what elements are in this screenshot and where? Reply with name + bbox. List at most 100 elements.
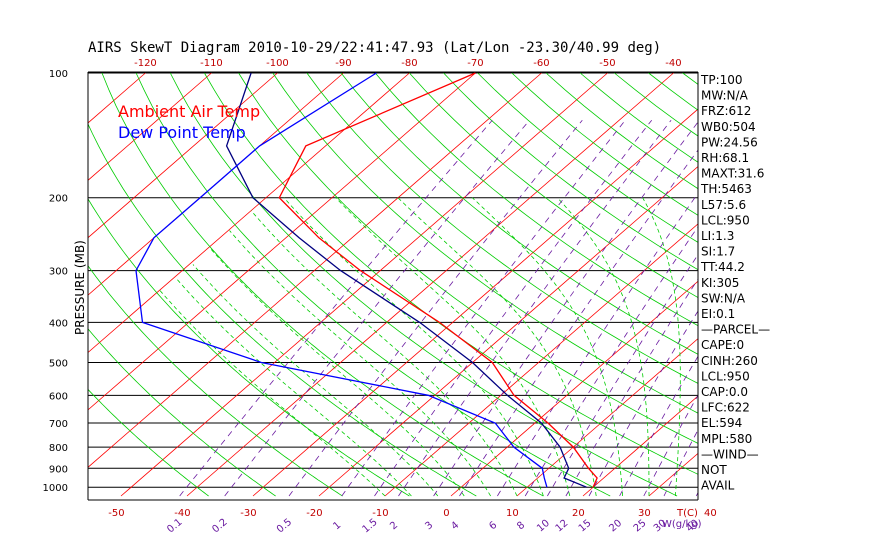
plot-frame <box>87 71 699 501</box>
pressure-tick-label: 400 <box>49 318 68 329</box>
mixing-ratio-tick-label: 15 <box>577 518 594 535</box>
isotherm--30 <box>252 108 698 497</box>
stat-line: PW:24.56 <box>701 135 758 149</box>
moist-adiabat-10 <box>250 210 518 497</box>
mixing-ratio-tick-label: 2 <box>388 520 400 533</box>
parcel-curve <box>225 72 587 488</box>
dry-adiabat-90 <box>374 72 698 327</box>
isotherm-30 <box>648 452 698 497</box>
mixing-ratio-line-0-1 <box>179 119 493 497</box>
stat-line: LI:1.3 <box>701 229 734 243</box>
mixing-ratio-line-10 <box>547 253 698 497</box>
mixing-ratio-tick-label: 0.1 <box>165 517 184 536</box>
y-axis-label: PRESSURE (MB) <box>73 240 87 335</box>
bottom-temp-axis: -50 -40 -30 -20 -10 0 10 20 30 40 <box>108 508 717 519</box>
mixing-ratio-line-1-5 <box>374 119 653 497</box>
stat-line: RH:68.1 <box>701 151 749 165</box>
stat-line: SW:N/A <box>701 291 746 305</box>
mixing-ratio-line-4 <box>459 149 698 497</box>
moist-adiabat-26 <box>472 197 623 497</box>
dry-adiabat-10 <box>101 72 544 497</box>
bottom-temp-tick-label: -50 <box>108 508 124 519</box>
dry-adiabat-60 <box>272 72 698 414</box>
stat-line: KI:305 <box>701 276 739 290</box>
mixing-ratio-tick-label: 10 <box>535 518 552 535</box>
dry-adiabat-50 <box>238 72 698 444</box>
isotherm--60 <box>88 72 542 468</box>
mixing-ratio-tick-label: 6 <box>487 520 499 533</box>
stat-line: NOT <box>701 463 727 477</box>
moist-adiabat-18 <box>335 197 571 497</box>
dry-adiabat--20 <box>88 265 343 497</box>
temp-unit-label: T(C) <box>676 508 698 519</box>
bottom-temp-tick-label: 40 <box>704 508 717 519</box>
bottom-temp-tick-label: -10 <box>372 508 388 519</box>
dry-adiabat--40 <box>88 388 209 497</box>
stat-line: FRZ:612 <box>701 104 751 118</box>
moist-adiabat-2 <box>209 248 465 497</box>
isotherm--110 <box>88 72 212 181</box>
dry-adiabat-30 <box>169 72 678 497</box>
bottom-temp-tick-label: 20 <box>572 508 585 519</box>
mixing-ratio-line-0-5 <box>288 119 583 497</box>
top-temp-tick-label: -80 <box>401 58 417 69</box>
dry-adiabat-220 <box>819 73 870 496</box>
mixing-ratio-tick-label: 8 <box>515 520 527 533</box>
isotherm--80 <box>88 72 410 354</box>
isotherm--20 <box>318 165 698 497</box>
stat-line: SI:1.7 <box>701 245 735 259</box>
mixing-ratio-tick-label: 3 <box>423 520 435 533</box>
top-temp-tick-label: -110 <box>200 58 223 69</box>
dry-adiabat-20 <box>135 72 611 497</box>
moist-adiabat--10 <box>159 290 386 497</box>
moist-adiabat-6 <box>229 230 491 497</box>
pressure-axis: 100 200 300 400 500 600 700 800 900 1000 <box>43 69 68 494</box>
isotherm--100 <box>88 72 278 239</box>
legend-ambient-air-temp: Ambient Air Temp <box>118 102 260 121</box>
stat-line: —PARCEL— <box>701 323 770 337</box>
pressure-tick-label: 900 <box>49 464 68 475</box>
pressure-tick-label: 600 <box>49 391 68 402</box>
bottom-temp-tick-label: -40 <box>174 508 190 519</box>
isotherm--130 <box>0 73 79 496</box>
mixing-ratio-tick-label: 1.5 <box>360 517 379 536</box>
stat-line: EL:594 <box>701 416 742 430</box>
moist-adiabat--6 <box>176 279 412 497</box>
mixing-ratio-line-30 <box>663 429 698 497</box>
dry-adiabat-110 <box>443 72 698 271</box>
stat-line: MPL:580 <box>701 432 752 446</box>
bottom-temp-tick-label: -30 <box>240 508 256 519</box>
top-temp-tick-label: -120 <box>134 58 157 69</box>
dry-adiabat-80 <box>340 72 698 355</box>
top-temp-tick-label: -50 <box>599 58 615 69</box>
bottom-temp-tick-label: -20 <box>306 508 322 519</box>
dry-adiabat-120 <box>477 72 698 243</box>
mixing-ratio-line-6 <box>497 192 698 497</box>
pressure-tick-label: 800 <box>49 443 68 454</box>
dry-adiabat-200 <box>751 73 870 496</box>
stat-line: LFC:622 <box>701 401 750 415</box>
dewpoint-curve <box>135 72 548 488</box>
mix-unit-label: W(g/kg) <box>662 519 702 530</box>
stat-line: —WIND— <box>701 447 759 461</box>
mixing-ratio-tick-label: 1 <box>331 520 343 533</box>
top-temp-tick-label: -70 <box>467 58 483 69</box>
mixing-ratio-tick-label: 20 <box>607 518 624 535</box>
top-temp-tick-label: -40 <box>665 58 681 69</box>
pressure-tick-label: 1000 <box>43 483 68 494</box>
bottom-temp-tick-label: 10 <box>506 508 519 519</box>
stat-line: TT:44.2 <box>700 260 745 274</box>
isotherm--40 <box>186 72 674 497</box>
stat-line: WB0:504 <box>701 120 756 134</box>
top-temp-axis: -120 -110 -100 -90 -80 -70 -60 -50 -40 <box>134 58 682 69</box>
top-temp-tick-label: -100 <box>266 58 289 69</box>
legend-dew-point-temp: Dew Point Temp <box>118 123 246 142</box>
mixing-ratio-axis: 0.1 0.2 0.5 1 1.5 2 3 4 6 8 10 12 15 20 25 30 40 <box>165 517 701 536</box>
stat-line: TP:100 <box>700 73 743 87</box>
stat-line: EI:0.1 <box>701 307 735 321</box>
plot-area <box>0 72 870 497</box>
pressure-tick-label: 700 <box>49 419 68 430</box>
isotherm-20 <box>582 395 698 497</box>
dry-adiabat-70 <box>306 72 698 384</box>
